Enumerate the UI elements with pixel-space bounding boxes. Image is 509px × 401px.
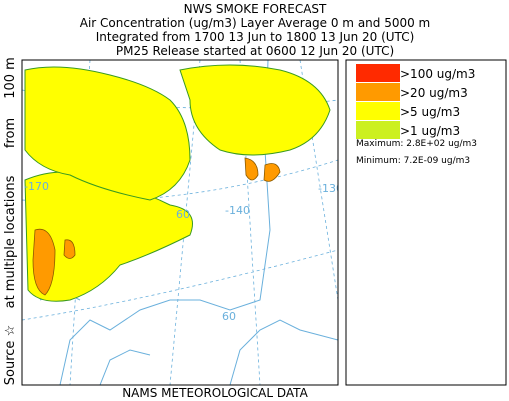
- smoke-area: [179, 64, 331, 156]
- legend-label: >20 ug/m3: [400, 86, 468, 100]
- legend: >100 ug/m3 >20 ug/m3 >5 ug/m3 >1 ug/m3: [356, 64, 475, 139]
- graticule-label: 60: [176, 208, 190, 221]
- side-text: from: [3, 118, 18, 148]
- footer: NAMS METEOROLOGICAL DATA: [122, 386, 308, 400]
- side-text: 100 m: [3, 57, 18, 99]
- graticule-label: -170: [24, 180, 49, 193]
- side-text: Source ☆: [3, 325, 18, 385]
- map: -170 -140 -130 60 60: [22, 60, 343, 385]
- smoke-area-high: [63, 239, 76, 259]
- graticule-label: -140: [225, 204, 250, 217]
- legend-label: >100 ug/m3: [400, 67, 475, 81]
- graticule-label: -130: [318, 182, 343, 195]
- legend-minimum: Minimum: 7.2E-09 ug/m3: [356, 156, 470, 166]
- subtitle: Integrated from 1700 13 Jun to 1800 13 J…: [96, 30, 415, 44]
- coastline: [39, 60, 338, 385]
- title: NWS SMOKE FORECAST: [184, 2, 327, 16]
- legend-swatch: [356, 121, 400, 139]
- map-frame: [21, 59, 339, 386]
- legend-swatch: [356, 83, 400, 101]
- side-label: Source ☆ at multiple locations from 100 …: [3, 57, 18, 385]
- smoke-area-high: [244, 157, 281, 182]
- graticule-label: 60: [222, 310, 236, 323]
- smoke-area: [24, 66, 191, 201]
- legend-label: >5 ug/m3: [400, 105, 460, 119]
- legend-swatch: [356, 102, 400, 120]
- legend-label: >1 ug/m3: [400, 124, 460, 138]
- side-text: at multiple locations: [3, 175, 18, 308]
- subtitle: Air Concentration (ug/m3) Layer Average …: [80, 16, 431, 30]
- smoke-area-high: [32, 228, 56, 296]
- subtitle: PM25 Release started at 0600 12 Jun 20 (…: [116, 44, 394, 58]
- legend-frame: [345, 59, 507, 386]
- legend-swatch: [356, 64, 400, 82]
- legend-maximum: Maximum: 2.8E+02 ug/m3: [356, 139, 477, 149]
